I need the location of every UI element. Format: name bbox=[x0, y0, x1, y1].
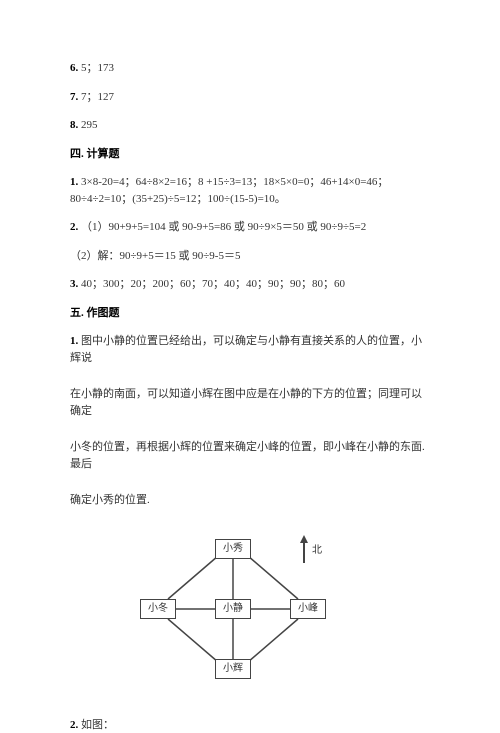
item-num: 1. bbox=[70, 176, 78, 188]
node-xiaohui: 小辉 bbox=[215, 659, 251, 679]
q4-2-line2: （2）解：90÷9+5＝15 或 90÷9-5＝5 bbox=[70, 248, 430, 265]
answer-6: 6. 5；173 bbox=[70, 60, 430, 77]
item-num: 6. bbox=[70, 62, 78, 74]
item-text: 5；173 bbox=[81, 62, 114, 74]
node-label: 小辉 bbox=[223, 661, 243, 676]
node-xiaojing: 小静 bbox=[215, 599, 251, 619]
node-xiaoxiu: 小秀 bbox=[215, 539, 251, 559]
node-label: 小静 bbox=[223, 601, 243, 616]
node-xiaofeng: 小峰 bbox=[290, 599, 326, 619]
item-num: 2. bbox=[70, 719, 78, 731]
q5-1-p2: 在小静的南面，可以知道小辉在图中应是在小静的下方的位置；同理可以确定 bbox=[70, 386, 430, 419]
node-xiaodong: 小冬 bbox=[140, 599, 176, 619]
q5-1-p4: 确定小秀的位置. bbox=[70, 492, 430, 509]
node-label: 小峰 bbox=[298, 601, 318, 616]
q4-3: 3. 40；300；20；200；60；70；40；40；90；90；80；60 bbox=[70, 276, 430, 293]
q5-2: 2. 如图： bbox=[70, 717, 430, 733]
item-text: （2）解：90÷9+5＝15 或 90÷9-5＝5 bbox=[70, 250, 240, 262]
item-text: 40；300；20；200；60；70；40；40；90；90；80；60 bbox=[81, 278, 345, 290]
section-5-header: 五. 作图题 bbox=[70, 305, 430, 322]
item-num: 8. bbox=[70, 119, 78, 131]
answer-7: 7. 7；127 bbox=[70, 89, 430, 106]
item-text: （1）90+9+5=104 或 90-9+5=86 或 90÷9×5＝50 或 … bbox=[81, 221, 366, 233]
q4-1: 1. 3×8-20=4；64÷8×2=16；8 +15÷3=13；18×5×0=… bbox=[70, 174, 430, 207]
q5-1-p1: 1. 图中小静的位置已经给出，可以确定与小静有直接关系的人的位置，小辉说 bbox=[70, 333, 430, 366]
section-4-header: 四. 计算题 bbox=[70, 146, 430, 163]
node-label: 小冬 bbox=[148, 601, 168, 616]
north-arrow-stem bbox=[303, 541, 305, 563]
north-label: 北 bbox=[312, 543, 322, 558]
item-text: 295 bbox=[81, 119, 98, 131]
q5-1-p3: 小冬的位置，再根据小辉的位置来确定小峰的位置，即小峰在小静的东面.最后 bbox=[70, 439, 430, 472]
item-num: 7. bbox=[70, 91, 78, 103]
item-text: 如图： bbox=[81, 719, 114, 731]
relationship-diagram: 小秀 小冬 小静 小峰 小辉 北 bbox=[130, 529, 370, 699]
item-num: 3. bbox=[70, 278, 78, 290]
item-text: 3×8-20=4；64÷8×2=16；8 +15÷3=13；18×5×0=0；4… bbox=[70, 176, 388, 205]
answer-8: 8. 295 bbox=[70, 117, 430, 134]
item-text: 7；127 bbox=[81, 91, 114, 103]
item-text: 图中小静的位置已经给出，可以确定与小静有直接关系的人的位置，小辉说 bbox=[70, 335, 422, 364]
node-label: 小秀 bbox=[223, 541, 243, 556]
item-num: 2. bbox=[70, 221, 78, 233]
item-num: 1. bbox=[70, 335, 78, 347]
q4-2-line1: 2. （1）90+9+5=104 或 90-9+5=86 或 90÷9×5＝50… bbox=[70, 219, 430, 236]
